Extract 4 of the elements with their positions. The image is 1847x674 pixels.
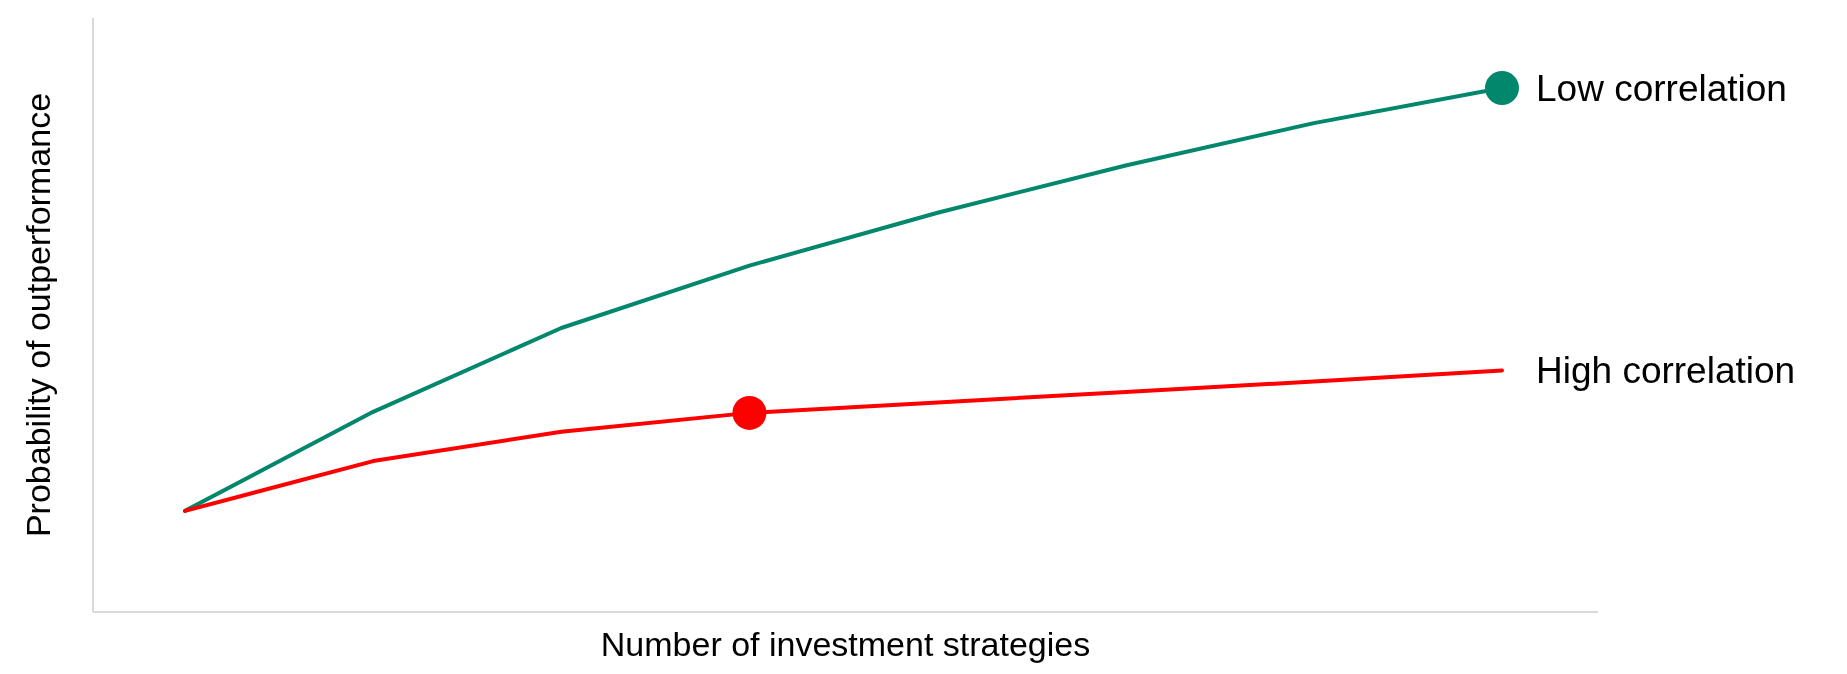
series-label: Low correlation xyxy=(1536,67,1787,109)
series-label: High correlation xyxy=(1536,350,1796,392)
y-axis-title: Probability of outperformance xyxy=(19,92,57,538)
x-axis-title: Number of investment strategies xyxy=(600,625,1091,663)
